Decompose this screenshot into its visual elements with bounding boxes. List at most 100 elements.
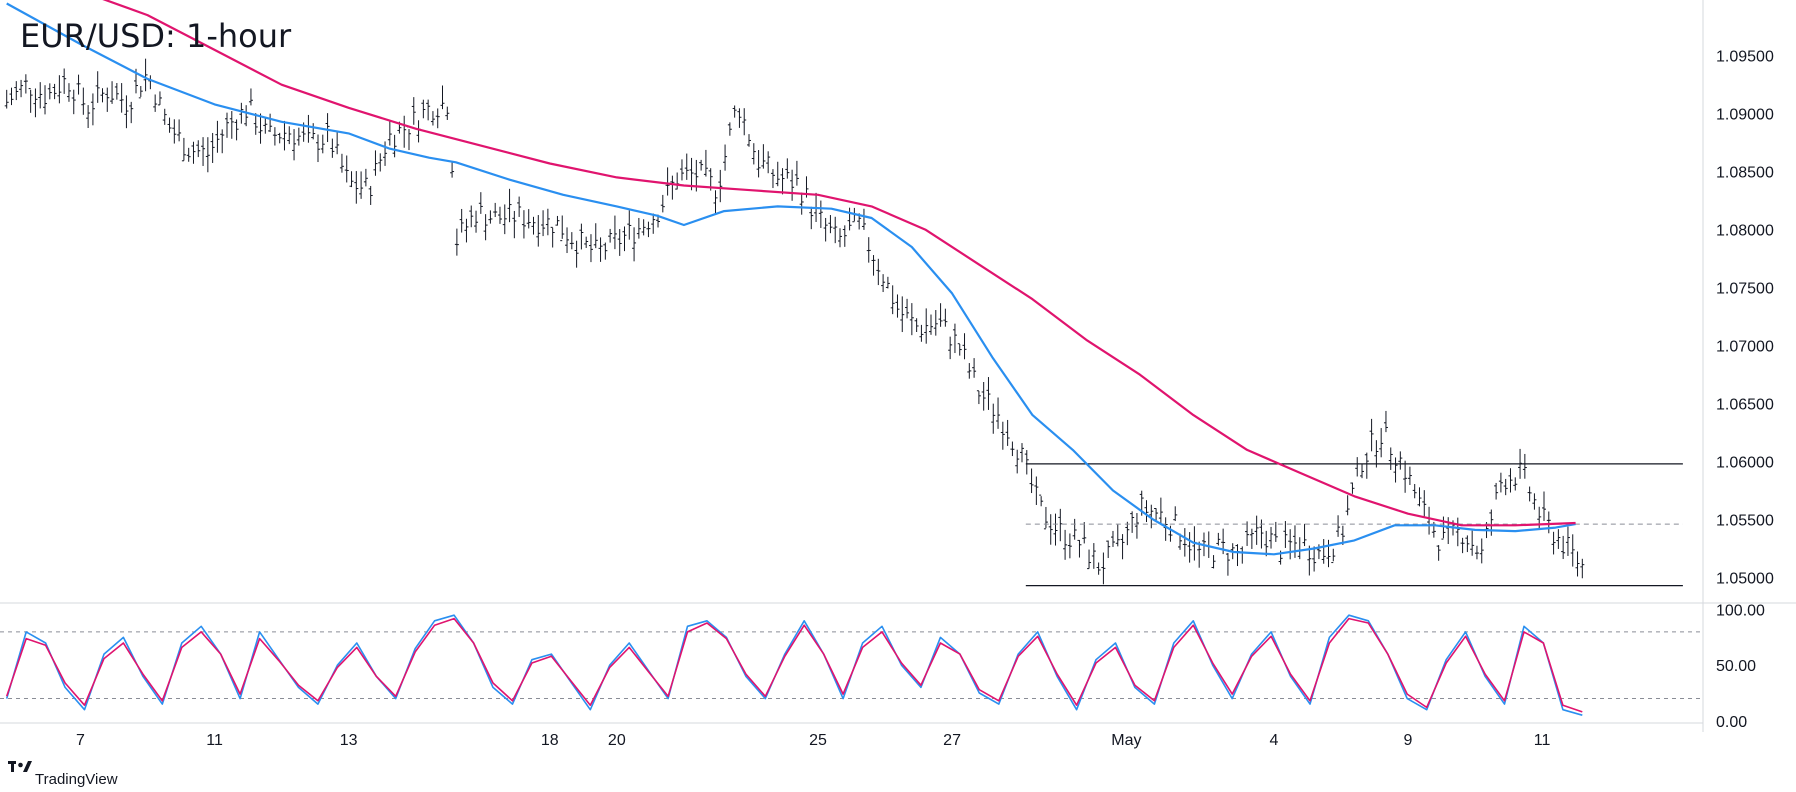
price-bar <box>996 397 1001 429</box>
price-bar <box>282 120 287 151</box>
price-bar <box>177 119 182 142</box>
price-bar <box>119 83 124 113</box>
price-bar <box>1144 500 1149 523</box>
price-bar <box>1288 529 1293 560</box>
price-bar <box>1024 450 1029 475</box>
price-bar <box>320 134 325 154</box>
price-bar <box>138 86 143 99</box>
price-bar <box>1125 521 1130 546</box>
price-pane: 1.09500 1.09000 1.08500 1.08000 1.07500 1.070… <box>4 0 1774 588</box>
price-bar <box>1115 524 1120 547</box>
time-tick-label: 25 <box>809 732 827 749</box>
price-bar <box>828 215 833 234</box>
price-bar <box>205 137 210 173</box>
price-bar <box>1546 511 1551 534</box>
price-bar <box>210 132 215 163</box>
price-bar <box>818 200 823 228</box>
price-bar <box>1522 453 1527 479</box>
price-bar <box>747 134 752 147</box>
price-bar <box>1096 562 1101 575</box>
price-bar <box>986 377 991 410</box>
price-bar <box>464 218 469 243</box>
price-bar <box>1043 506 1048 530</box>
price-bar <box>368 185 373 205</box>
price-bar <box>373 150 378 176</box>
price-axis-ticks: 1.09500 1.09000 1.08500 1.08000 1.07500 1.070… <box>1716 49 1774 588</box>
price-bar <box>1249 528 1254 549</box>
price-bar <box>842 225 847 247</box>
price-bar <box>565 227 570 254</box>
price-bar <box>1254 515 1259 545</box>
price-bar <box>1383 410 1388 433</box>
price-bar <box>258 113 263 144</box>
price-bar <box>703 149 708 177</box>
price-bar <box>1503 478 1508 496</box>
price-bar <box>1355 457 1360 477</box>
price-bar <box>378 153 383 172</box>
price-bar <box>799 192 804 215</box>
oscillator-k-line <box>5 614 1583 716</box>
price-bar <box>43 85 48 115</box>
price-bar <box>488 210 493 224</box>
price-bar <box>1063 529 1068 560</box>
price-bar <box>665 167 670 196</box>
price-bar <box>229 111 234 139</box>
price-bar <box>493 202 498 218</box>
price-bar <box>948 336 953 360</box>
price-bar <box>972 358 977 378</box>
price-bar <box>1173 506 1178 522</box>
price-bar <box>1077 539 1082 558</box>
price-bar <box>1551 531 1556 555</box>
price-bar <box>718 169 723 203</box>
price-bar <box>895 294 900 318</box>
price-bar <box>962 333 967 360</box>
price-tick-label: 1.06500 <box>1716 397 1774 414</box>
price-bar <box>1436 545 1441 561</box>
price-bar <box>928 314 933 335</box>
price-bar <box>823 217 828 242</box>
price-bar <box>172 119 177 144</box>
price-bar <box>272 127 277 146</box>
price-bar <box>1360 464 1365 479</box>
price-bar <box>1570 534 1575 567</box>
price-bar <box>1407 466 1412 485</box>
price-bar <box>976 390 981 405</box>
price-bar <box>531 216 536 235</box>
price-bar <box>1106 540 1111 559</box>
price-bar <box>1120 534 1125 560</box>
price-bar <box>593 223 598 249</box>
oscillator-pane: 100.00 50.00 0.00 <box>0 603 1765 731</box>
price-bar <box>1575 551 1580 577</box>
price-bar <box>1182 528 1187 557</box>
price-tick-label: 1.05500 <box>1716 513 1774 530</box>
price-bar <box>239 102 244 124</box>
price-bar <box>52 83 57 100</box>
price-bar <box>1321 539 1326 564</box>
price-bar <box>550 226 555 248</box>
price-bar <box>1072 518 1077 540</box>
price-bar <box>1197 541 1202 568</box>
price-bar <box>201 137 206 166</box>
price-tick-label: 1.05000 <box>1716 570 1774 587</box>
price-bar <box>330 138 335 158</box>
price-bar <box>632 227 637 262</box>
time-tick-label: 18 <box>541 732 559 749</box>
price-bar <box>19 79 24 98</box>
price-bar <box>617 229 622 256</box>
price-bar <box>952 323 957 354</box>
price-bar <box>124 95 129 129</box>
price-bar <box>1273 521 1278 542</box>
price-bar <box>1292 525 1297 558</box>
price-bar <box>23 74 28 94</box>
price-bar <box>105 87 110 112</box>
price-bar <box>780 168 785 195</box>
price-bar <box>66 83 71 102</box>
price-bar <box>1565 526 1570 556</box>
price-bar <box>1053 513 1058 546</box>
price-bar <box>723 144 728 171</box>
price-bar <box>885 276 890 289</box>
price-bar <box>684 153 689 180</box>
price-bar <box>1379 428 1384 458</box>
price-bar <box>785 158 790 179</box>
price-bar <box>86 105 91 129</box>
